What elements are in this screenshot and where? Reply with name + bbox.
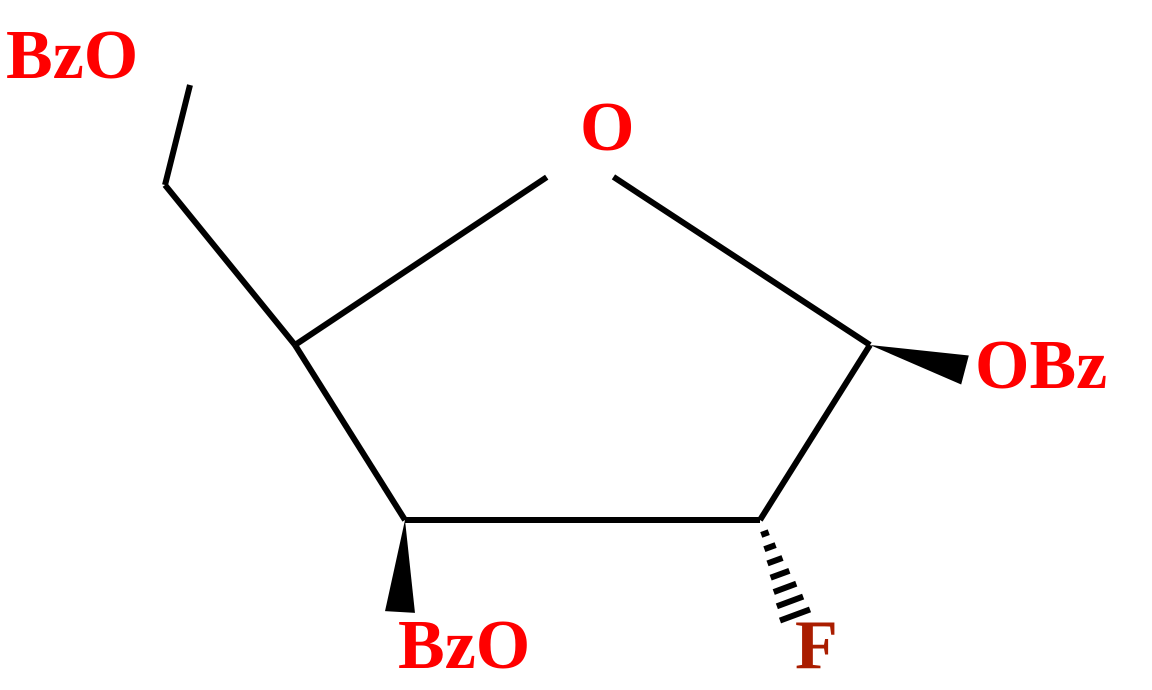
bond-C1-C2 [760,345,870,520]
dash-segment [771,571,790,578]
dash-segment [777,597,803,607]
bond-C5-OBz [165,85,190,185]
atom-labels: OBz F BzO BzO O [6,17,1107,684]
atom-label-O_ring: O [580,89,634,166]
atom-label-OBz_C3: BzO [398,607,530,684]
bond-C4-C5 [165,185,295,345]
dash-segment [767,558,782,564]
wedge-C1-OBz [870,345,969,385]
ring-bonds [295,177,870,520]
bond-C3-C4 [295,345,405,520]
dash-segment [761,532,769,535]
dash-segment [774,584,797,592]
molecule-diagram: OBz F BzO BzO O [0,0,1152,690]
dash-segment [764,545,775,549]
bond-O-C1 [613,177,870,345]
atom-label-BzO_C5: BzO [6,17,138,94]
wedge-C3-OBz [385,520,415,613]
atom-label-OBz_C1: OBz [975,327,1107,404]
bond-O-C4 [295,177,547,345]
atom-label-F_C2: F [795,607,838,684]
